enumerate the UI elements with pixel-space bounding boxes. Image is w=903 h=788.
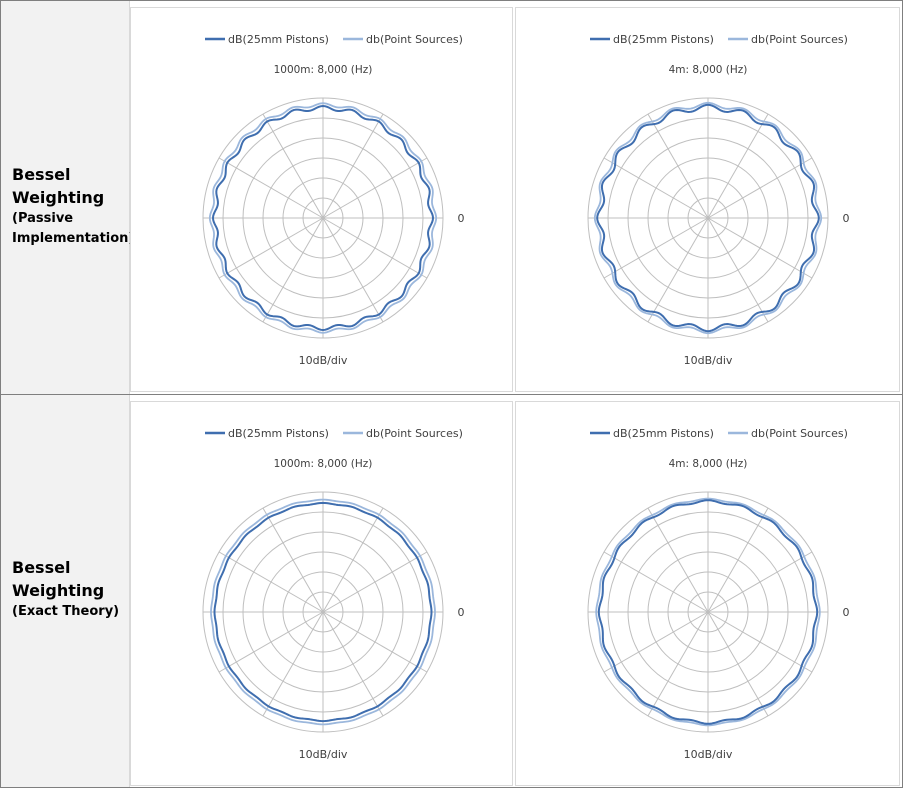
series-line-point-sources	[593, 101, 823, 335]
legend-label-point-sources: db(Point Sources)	[366, 427, 463, 440]
polar-chart-4m-passive: dB(25mm Pistons) db(Point Sources) 4m: 8,0…	[515, 7, 900, 392]
legend-label-pistons: dB(25mm Pistons)	[228, 33, 329, 46]
grid-spoke	[707, 157, 813, 219]
grid-spoke	[262, 217, 324, 323]
series-line-pistons	[212, 105, 434, 331]
polar-svg: dB(25mm Pistons) db(Point Sources) 4m: 8,0…	[587, 427, 850, 761]
grid-spoke	[218, 551, 324, 613]
polar-grid	[587, 491, 829, 733]
chart-title: 1000m: 8,000 (Hz)	[274, 64, 373, 76]
grid-spoke	[322, 113, 384, 219]
chart-title: 1000m: 8,000 (Hz)	[274, 458, 373, 470]
grid-spoke	[262, 611, 324, 717]
scale-label: 10dB/div	[299, 748, 348, 761]
grid-spoke	[647, 217, 709, 323]
grid-spoke	[707, 611, 769, 717]
grid-spoke	[262, 113, 324, 219]
row-subtitle-line1: (Exact Theory)	[12, 604, 120, 619]
legend-label-point-sources: db(Point Sources)	[751, 427, 848, 440]
polar-svg: dB(25mm Pistons) db(Point Sources) 4m: 8,0…	[587, 33, 850, 367]
grid-spoke	[218, 611, 324, 673]
grid-spoke	[218, 217, 324, 279]
ring-label-0: 0	[843, 212, 850, 225]
row-title-line2: Weighting	[12, 188, 105, 207]
grid-spoke	[647, 507, 709, 613]
grid-spoke	[603, 551, 709, 613]
legend: dB(25mm Pistons) db(Point Sources)	[590, 427, 848, 440]
polar-grid	[587, 97, 829, 339]
row-passive-implementation: Bessel Weighting (Passive Implementation…	[1, 1, 902, 395]
legend: dB(25mm Pistons) db(Point Sources)	[590, 33, 848, 46]
grid-spoke	[707, 611, 813, 673]
grid-spoke	[322, 611, 384, 717]
grid-spoke	[322, 551, 428, 613]
scale-label: 10dB/div	[684, 748, 733, 761]
grid-spoke	[322, 217, 384, 323]
series-line-point-sources	[208, 102, 438, 334]
polar-svg: dB(25mm Pistons) db(Point Sources) 1000m: …	[202, 427, 465, 761]
chart-title: 4m: 8,000 (Hz)	[669, 458, 748, 470]
polar-grid	[202, 97, 444, 339]
legend-label-point-sources: db(Point Sources)	[366, 33, 463, 46]
legend-label-pistons: dB(25mm Pistons)	[613, 427, 714, 440]
grid-spoke	[218, 157, 324, 219]
row-label-cell: Bessel Weighting (Passive Implementation…	[1, 1, 134, 394]
polar-chart-1000m-exact: dB(25mm Pistons) db(Point Sources) 1000m: …	[130, 401, 513, 786]
grid-spoke	[707, 507, 769, 613]
grid-spoke	[603, 157, 709, 219]
row-subtitle-line1: (Passive	[12, 211, 74, 226]
scale-label: 10dB/div	[299, 354, 348, 367]
grid-spoke	[322, 611, 428, 673]
legend: dB(25mm Pistons) db(Point Sources)	[205, 427, 463, 440]
series-line-pistons	[597, 499, 819, 725]
chart-title: 4m: 8,000 (Hz)	[669, 64, 748, 76]
grid-spoke	[647, 611, 709, 717]
grid-spoke	[707, 551, 813, 613]
grid-spoke	[262, 507, 324, 613]
legend: dB(25mm Pistons) db(Point Sources)	[205, 33, 463, 46]
grid-spoke	[707, 217, 813, 279]
series-line-point-sources	[210, 498, 436, 726]
grid-spoke	[647, 113, 709, 219]
polar-chart-1000m-passive: dB(25mm Pistons) db(Point Sources) 1000m: …	[130, 7, 513, 392]
grid-spoke	[707, 113, 769, 219]
legend-label-pistons: dB(25mm Pistons)	[613, 33, 714, 46]
ring-label-0: 0	[458, 212, 465, 225]
polar-svg: dB(25mm Pistons) db(Point Sources) 1000m: …	[202, 33, 465, 367]
polar-grid	[202, 491, 444, 733]
series-line-pistons	[213, 501, 433, 723]
row-title-line2: Weighting	[12, 581, 105, 600]
grid-spoke	[322, 507, 384, 613]
ring-label-0: 0	[843, 606, 850, 619]
row-title-line1: Bessel	[12, 558, 71, 577]
grid-spoke	[707, 217, 769, 323]
ring-label-0: 0	[458, 606, 465, 619]
legend-label-point-sources: db(Point Sources)	[751, 33, 848, 46]
legend-label-pistons: dB(25mm Pistons)	[228, 427, 329, 440]
grid-spoke	[322, 157, 428, 219]
series-line-point-sources	[595, 497, 821, 727]
grid-spoke	[603, 611, 709, 673]
row-label-cell: Bessel Weighting (Exact Theory)	[1, 395, 130, 787]
row-title-line1: Bessel	[12, 165, 71, 184]
scale-label: 10dB/div	[684, 354, 733, 367]
series-line-pistons	[596, 103, 820, 333]
row-exact-theory: Bessel Weighting (Exact Theory) dB(25mm …	[1, 395, 902, 787]
grid-spoke	[603, 217, 709, 279]
grid-spoke	[322, 217, 428, 279]
row-subtitle-line2: Implementation)	[12, 231, 135, 246]
polar-chart-4m-exact: dB(25mm Pistons) db(Point Sources) 4m: 8,0…	[515, 401, 900, 786]
